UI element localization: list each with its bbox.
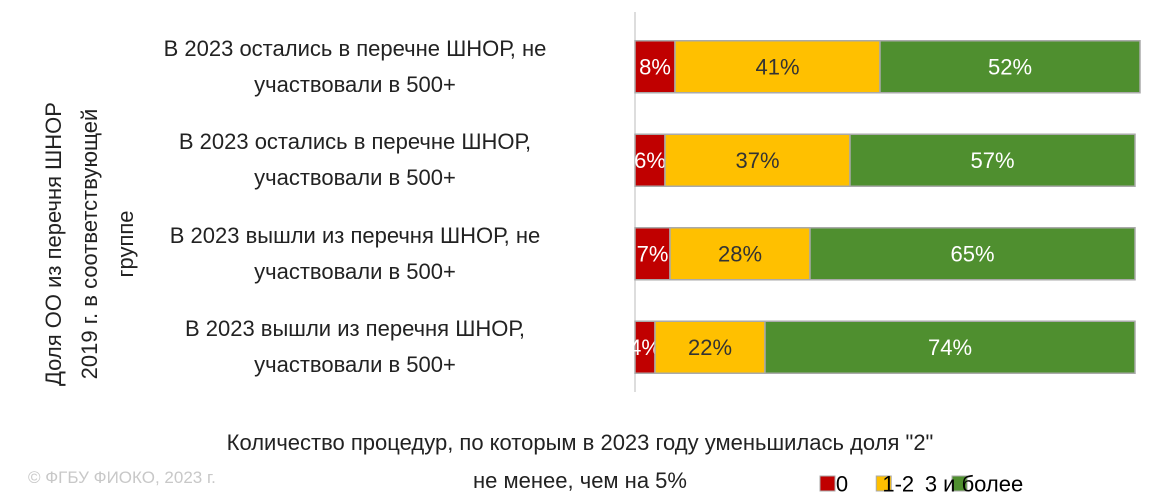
legend-swatch [819,475,836,492]
data-label: 41% [755,54,799,79]
data-label: 22% [688,335,732,360]
legend-label: 1-2 [882,472,914,497]
category-label: В 2023 вышли из перечня ШНОР, не участво… [169,222,541,284]
legend-swatch [875,475,892,492]
legend-label: 3 и более [925,472,1023,497]
data-label: 28% [718,241,762,266]
bar-segment [764,320,1136,374]
data-label: 7% [637,241,669,266]
data-label: 74% [928,335,972,360]
bar-segment [654,320,766,374]
category-label: В 2023 остались в перечне ШНОР, не участ… [163,35,547,97]
bar-segment [879,40,1141,94]
data-label: 52% [988,54,1032,79]
bar-segment [674,40,881,94]
bar-segment [664,133,851,187]
watermark: © ФГБУ ФИОКО, 2023 г. [28,468,216,487]
legend-label: 0 [836,472,848,497]
category-label: В 2023 вышли из перечня ШНОР, участвовал… [184,316,526,378]
data-label: 37% [735,148,779,173]
x-axis-title: Количество процедур, по которым в 2023 г… [226,430,934,493]
data-label: 65% [950,241,994,266]
bar-segment [634,227,671,281]
category-label: В 2023 остались в перечне ШНОР, участвов… [178,129,532,191]
bar-segment [669,227,811,281]
bar-segment [634,133,666,187]
bar-segment [849,133,1136,187]
bar-segment [809,227,1136,281]
data-label: 8% [639,54,671,79]
data-label: 6% [634,148,666,173]
legend-swatch [951,475,968,492]
data-label: 57% [970,148,1014,173]
